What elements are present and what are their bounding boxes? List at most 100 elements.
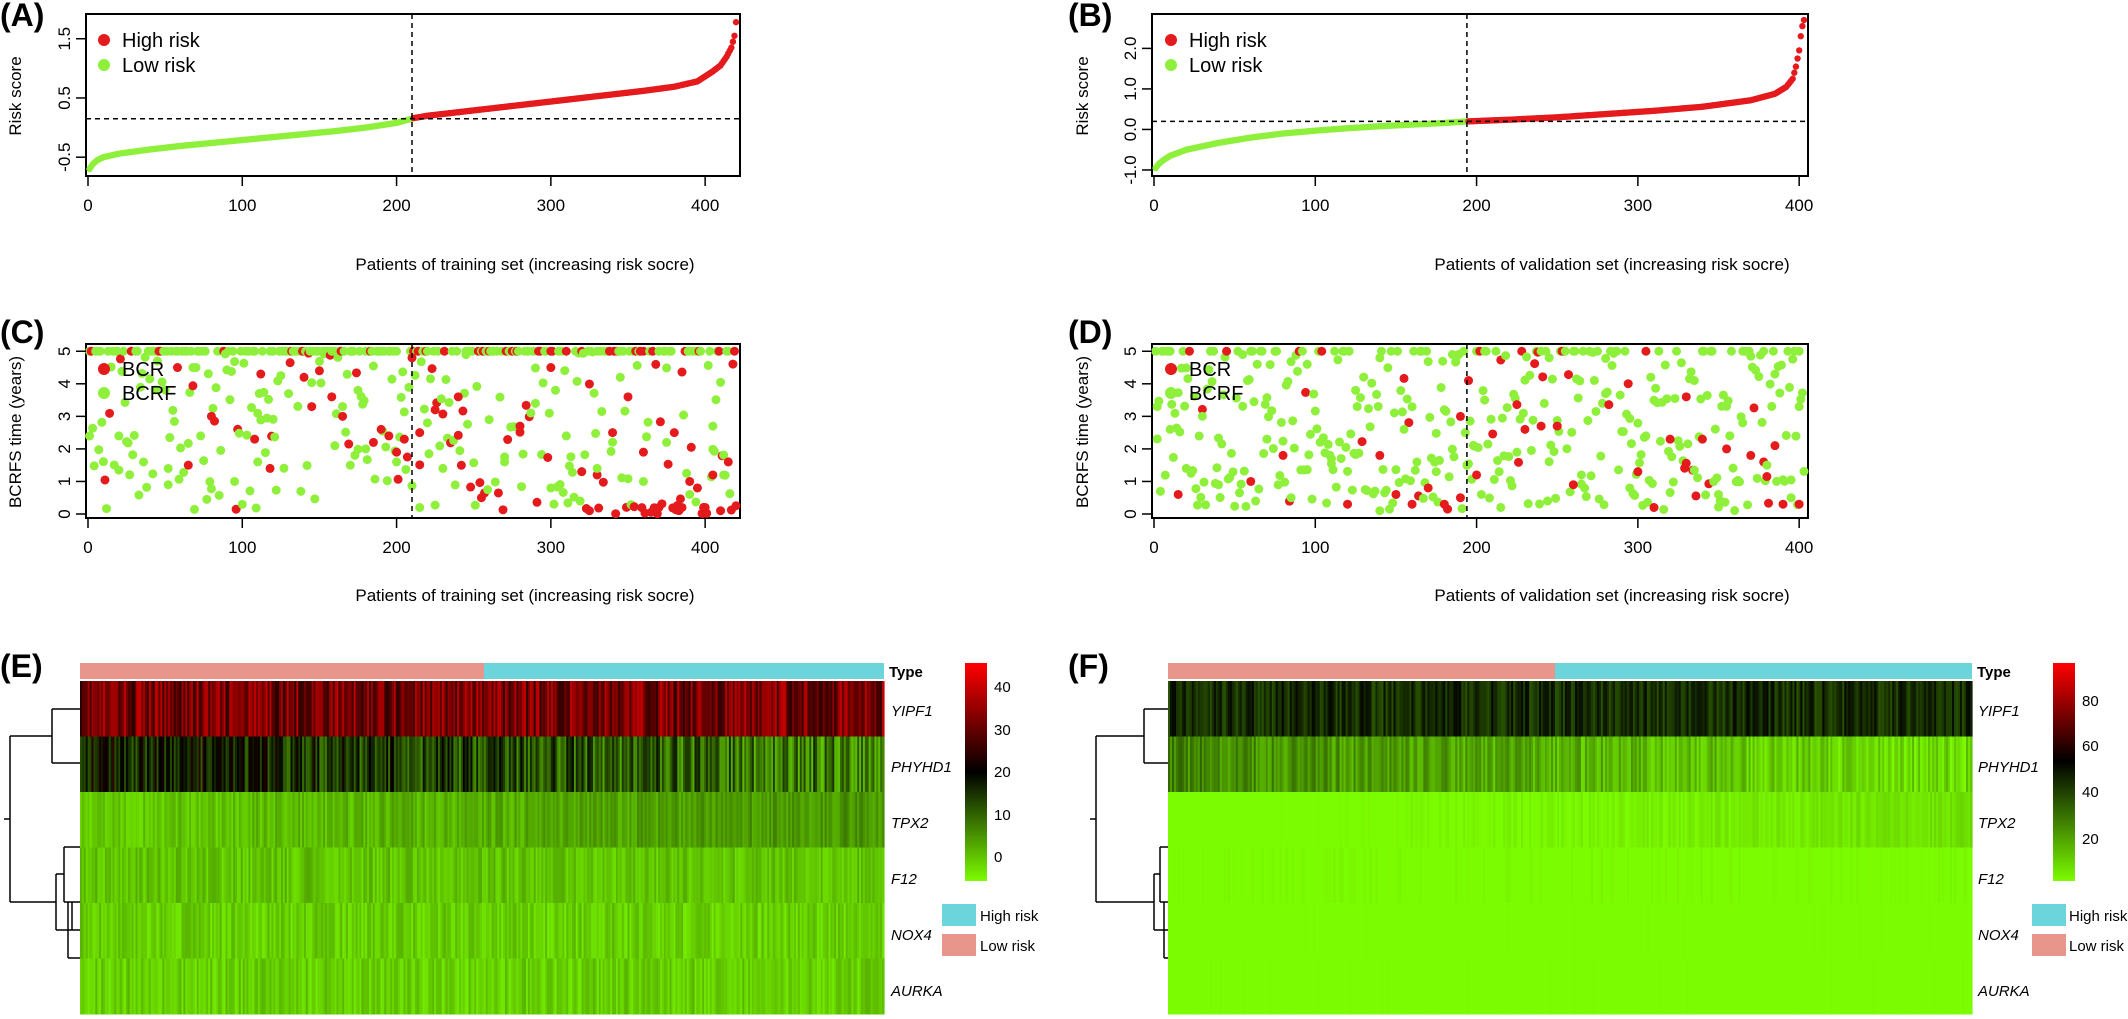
heatmap-cell bbox=[323, 792, 326, 848]
heatmap-cell bbox=[602, 903, 606, 959]
heatmap-cell bbox=[485, 958, 489, 1015]
heatmap-cell bbox=[455, 847, 458, 904]
heatmap-cell bbox=[556, 681, 560, 737]
heatmap-cell bbox=[355, 847, 359, 904]
heatmap-cell bbox=[388, 903, 391, 959]
heatmap-cell bbox=[319, 681, 322, 737]
heatmap-cell bbox=[728, 792, 732, 848]
heatmap-cell bbox=[876, 736, 879, 793]
heatmap-cell bbox=[108, 847, 112, 904]
heatmap-cell bbox=[820, 792, 824, 848]
bcrf-point bbox=[643, 417, 653, 427]
heatmap-cell bbox=[311, 681, 315, 737]
heatmap-cell bbox=[564, 847, 567, 904]
bcrf-point bbox=[1367, 378, 1377, 388]
heatmap-cell bbox=[736, 903, 740, 959]
heatmap-cell bbox=[529, 903, 533, 959]
heatmap-cell bbox=[862, 958, 866, 1015]
heatmap-cell bbox=[219, 847, 223, 904]
heatmap-cell bbox=[194, 958, 198, 1015]
heatmap-cell bbox=[294, 958, 297, 1015]
heatmap-cell bbox=[399, 681, 403, 737]
heatmap-cell bbox=[445, 847, 449, 904]
heatmap-cell bbox=[87, 681, 91, 737]
heatmap-cell bbox=[564, 792, 567, 848]
heatmap-cell bbox=[437, 958, 441, 1015]
heatmap-cell bbox=[482, 792, 485, 848]
heatmap-cell bbox=[834, 958, 837, 1015]
heatmap-cell bbox=[372, 903, 376, 959]
heatmap-cell bbox=[464, 847, 468, 904]
heatmap-cell bbox=[342, 958, 345, 1015]
heatmap-cell bbox=[279, 847, 282, 904]
x-tick-label: 200 bbox=[1462, 196, 1490, 215]
heatmap-cell bbox=[619, 792, 623, 848]
heatmap-cell bbox=[353, 958, 357, 1015]
heatmap-cell bbox=[543, 792, 546, 848]
y-tick-label: 2.0 bbox=[1121, 37, 1140, 61]
heatmap-cell bbox=[698, 958, 701, 1015]
heatmap-cell bbox=[191, 681, 194, 737]
bcr-point bbox=[1455, 411, 1465, 421]
heatmap-cell bbox=[870, 681, 874, 737]
heatmap-cell bbox=[510, 847, 514, 904]
heatmap-cell bbox=[815, 736, 818, 793]
heatmap-cell bbox=[640, 736, 644, 793]
heatmap-cell bbox=[570, 736, 573, 793]
heatmap-cell bbox=[445, 903, 449, 959]
gene-label: PHYHD1 bbox=[891, 759, 952, 776]
heatmap-cell bbox=[721, 958, 724, 1015]
heatmap-cell bbox=[717, 903, 720, 959]
bcr-point bbox=[415, 428, 425, 438]
heatmap-cell bbox=[619, 958, 623, 1015]
bcrf-point bbox=[708, 421, 718, 431]
heatmap-cell bbox=[872, 792, 876, 848]
heatmap-cell bbox=[238, 903, 242, 959]
heatmap-cell bbox=[669, 903, 673, 959]
bcrf-point bbox=[247, 403, 257, 413]
scale-tick: 20 bbox=[994, 764, 1011, 781]
bcr-point bbox=[475, 478, 485, 488]
heatmap-cell bbox=[543, 847, 546, 904]
heatmap-cell bbox=[483, 681, 487, 737]
heatmap-cell bbox=[516, 958, 519, 1015]
bcr-point bbox=[685, 476, 695, 486]
bcrf-point bbox=[239, 358, 249, 368]
heatmap-cell bbox=[474, 792, 477, 848]
bcrfs-points bbox=[85, 344, 741, 519]
heatmap-cell bbox=[141, 903, 144, 959]
heatmap-cell bbox=[326, 958, 330, 1015]
heatmap-cell bbox=[631, 736, 634, 793]
heatmap-cell bbox=[746, 792, 749, 848]
heatmap-cell bbox=[736, 792, 740, 848]
heatmap-cell bbox=[120, 681, 123, 737]
bcrf-point bbox=[94, 445, 104, 455]
bcr-point bbox=[675, 494, 685, 504]
heatmap-cell bbox=[635, 847, 638, 904]
heatmap-cell bbox=[771, 958, 774, 1015]
heatmap-cell bbox=[424, 736, 428, 793]
heatmap-cell bbox=[549, 958, 552, 1015]
heatmap-cell bbox=[145, 903, 148, 959]
heatmap-cell bbox=[101, 847, 104, 904]
bcrf-point bbox=[211, 383, 221, 393]
bcrf-point bbox=[1204, 365, 1214, 375]
heatmap-cell bbox=[131, 681, 135, 737]
heatmap-cell bbox=[416, 681, 420, 737]
bcrf-point bbox=[410, 370, 420, 380]
heatmap-cell bbox=[705, 681, 709, 737]
heatmap-cell bbox=[675, 681, 678, 737]
heatmap-cell bbox=[876, 847, 879, 904]
heatmap-cell bbox=[797, 736, 801, 793]
heatmap-cell bbox=[874, 903, 877, 959]
heatmap-cell bbox=[1168, 681, 1171, 737]
heatmap-cell bbox=[1331, 681, 1335, 737]
heatmap-cell bbox=[152, 681, 156, 737]
bcrf-point bbox=[1373, 401, 1383, 411]
bcrf-point bbox=[470, 500, 480, 510]
heatmap-cell bbox=[790, 792, 793, 848]
heatmap-cell bbox=[353, 847, 357, 904]
heatmap-cell bbox=[206, 792, 209, 848]
heatmap-cell bbox=[686, 903, 690, 959]
heatmap-cell bbox=[843, 736, 847, 793]
